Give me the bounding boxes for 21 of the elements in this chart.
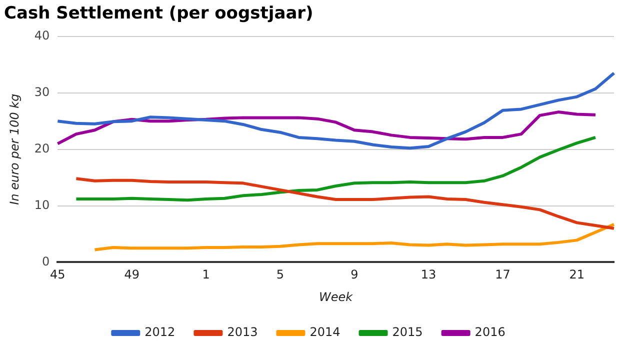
x-tick-label: 9 [350, 268, 358, 282]
x-tick-label: 13 [420, 268, 436, 282]
x-tick-label: 21 [569, 268, 585, 282]
chart-title: Cash Settlement (per oogstjaar) [4, 4, 314, 24]
y-tick-label: 40 [34, 28, 50, 43]
legend-label: 2016 [474, 325, 506, 340]
x-tick-label: 17 [495, 268, 510, 282]
y-tick-label: 30 [34, 84, 50, 99]
x-axis-title: Week [319, 290, 354, 304]
x-tick-label: 49 [124, 268, 140, 282]
legend-label: 2014 [310, 325, 340, 340]
x-tick-label: 5 [276, 268, 284, 282]
x-tick-label: 45 [50, 268, 66, 282]
y-tick-label: 20 [34, 141, 50, 156]
y-tick-label: 10 [34, 198, 50, 212]
legend-label: 2013 [227, 325, 258, 340]
legend-label: 2012 [144, 325, 176, 340]
legend-label: 2015 [392, 325, 423, 340]
y-tick-label: 0 [42, 254, 50, 268]
y-axis-title: In euro per 100 kg [7, 93, 22, 205]
x-tick-label: 1 [202, 268, 210, 282]
